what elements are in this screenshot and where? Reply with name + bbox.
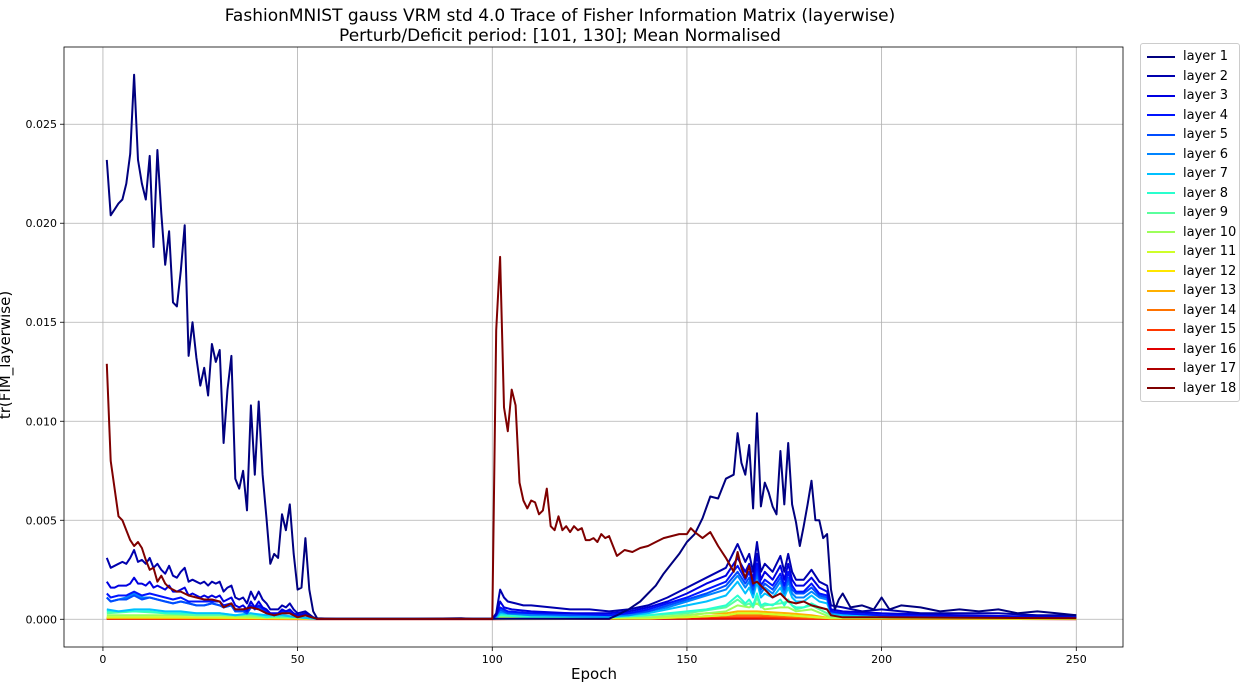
legend-item: layer 17 xyxy=(1141,359,1239,379)
legend-label: layer 3 xyxy=(1183,88,1229,104)
legend-swatch xyxy=(1147,250,1175,253)
legend-label: layer 8 xyxy=(1183,185,1229,201)
legend-label: layer 9 xyxy=(1183,205,1229,221)
y-tick-label: 0.010 xyxy=(26,415,58,428)
legend-item: layer 5 xyxy=(1141,125,1239,145)
legend-swatch xyxy=(1147,192,1175,195)
x-axis: 0 50 100 150 200 250 xyxy=(99,647,1087,666)
legend-item: layer 14 xyxy=(1141,301,1239,321)
legend-label: layer 16 xyxy=(1183,341,1237,357)
plot-frame xyxy=(63,46,1124,648)
legend-item: layer 3 xyxy=(1141,86,1239,106)
legend-label: layer 13 xyxy=(1183,283,1237,299)
y-tick-label: 0.015 xyxy=(26,316,58,329)
legend-item: layer 2 xyxy=(1141,67,1239,87)
x-tick-label: 200 xyxy=(871,653,892,666)
legend-label: layer 14 xyxy=(1183,302,1237,318)
legend-swatch xyxy=(1147,387,1175,390)
legend-label: layer 5 xyxy=(1183,127,1229,143)
y-tick-label: 0.020 xyxy=(26,217,58,230)
legend-label: layer 15 xyxy=(1183,322,1237,338)
chart-subtitle: Perturb/Deficit period: [101, 130]; Mean… xyxy=(339,26,781,46)
chart-grid xyxy=(64,47,1123,647)
y-axis: 0.000 0.005 0.010 0.015 0.020 0.025 xyxy=(26,118,64,626)
legend-item: layer 12 xyxy=(1141,262,1239,282)
x-tick-label: 150 xyxy=(676,653,697,666)
y-tick-label: 0.005 xyxy=(26,514,58,527)
legend-swatch xyxy=(1147,114,1175,117)
y-tick-label: 0.000 xyxy=(26,613,58,626)
legend-item: layer 8 xyxy=(1141,184,1239,204)
legend-label: layer 17 xyxy=(1183,361,1237,377)
series-line-layer-18 xyxy=(105,255,1077,620)
legend-label: layer 4 xyxy=(1183,107,1229,123)
legend-item: layer 18 xyxy=(1141,379,1239,399)
legend-item: layer 4 xyxy=(1141,106,1239,126)
legend-swatch xyxy=(1147,348,1175,351)
y-axis-label-text: tr(FIM_layerwise) xyxy=(0,290,14,420)
legend-label: layer 1 xyxy=(1183,49,1229,65)
legend-label: layer 2 xyxy=(1183,68,1229,84)
x-tick-label: 50 xyxy=(291,653,305,666)
legend-label: layer 12 xyxy=(1183,263,1237,279)
x-tick-label: 100 xyxy=(482,653,503,666)
legend-label: layer 10 xyxy=(1183,224,1237,240)
legend-item: layer 13 xyxy=(1141,281,1239,301)
legend-item: layer 10 xyxy=(1141,223,1239,243)
legend-swatch xyxy=(1147,270,1175,273)
series-line-layer-2 xyxy=(105,541,1077,620)
x-tick-label: 250 xyxy=(1066,653,1087,666)
series-line-layer-1 xyxy=(105,73,1077,620)
legend-swatch xyxy=(1147,309,1175,312)
chart-title-line: FashionMNIST gauss VRM std 4.0 Trace of … xyxy=(224,6,896,26)
legend-swatch xyxy=(1147,211,1175,214)
x-tick-label: 0 xyxy=(99,653,106,666)
legend-item: layer 9 xyxy=(1141,203,1239,223)
y-tick-label: 0.025 xyxy=(26,118,58,131)
legend-swatch xyxy=(1147,153,1175,156)
legend-item: layer 1 xyxy=(1141,47,1239,67)
legend-swatch xyxy=(1147,75,1175,78)
legend-label: layer 18 xyxy=(1183,380,1237,396)
legend-swatch xyxy=(1147,289,1175,292)
legend-item: layer 15 xyxy=(1141,320,1239,340)
legend-item: layer 16 xyxy=(1141,340,1239,360)
legend-item: layer 11 xyxy=(1141,242,1239,262)
legend-swatch xyxy=(1147,133,1175,136)
legend-item: layer 7 xyxy=(1141,164,1239,184)
legend-item: layer 6 xyxy=(1141,145,1239,165)
legend-label: layer 7 xyxy=(1183,166,1229,182)
chart-series xyxy=(105,73,1077,621)
legend-swatch xyxy=(1147,94,1175,97)
legend-label: layer 6 xyxy=(1183,146,1229,162)
legend-swatch xyxy=(1147,55,1175,58)
x-axis-label: Epoch xyxy=(571,665,617,683)
series-line-layer-4 xyxy=(106,562,1077,620)
legend: layer 1 layer 2 layer 3 layer 4 layer 5 layer… xyxy=(1140,43,1240,402)
legend-label: layer 11 xyxy=(1183,244,1237,260)
legend-swatch xyxy=(1147,231,1175,234)
legend-swatch xyxy=(1147,172,1175,175)
series-line-layer-9 xyxy=(106,596,1077,620)
legend-swatch xyxy=(1147,328,1175,331)
legend-swatch xyxy=(1147,367,1175,370)
